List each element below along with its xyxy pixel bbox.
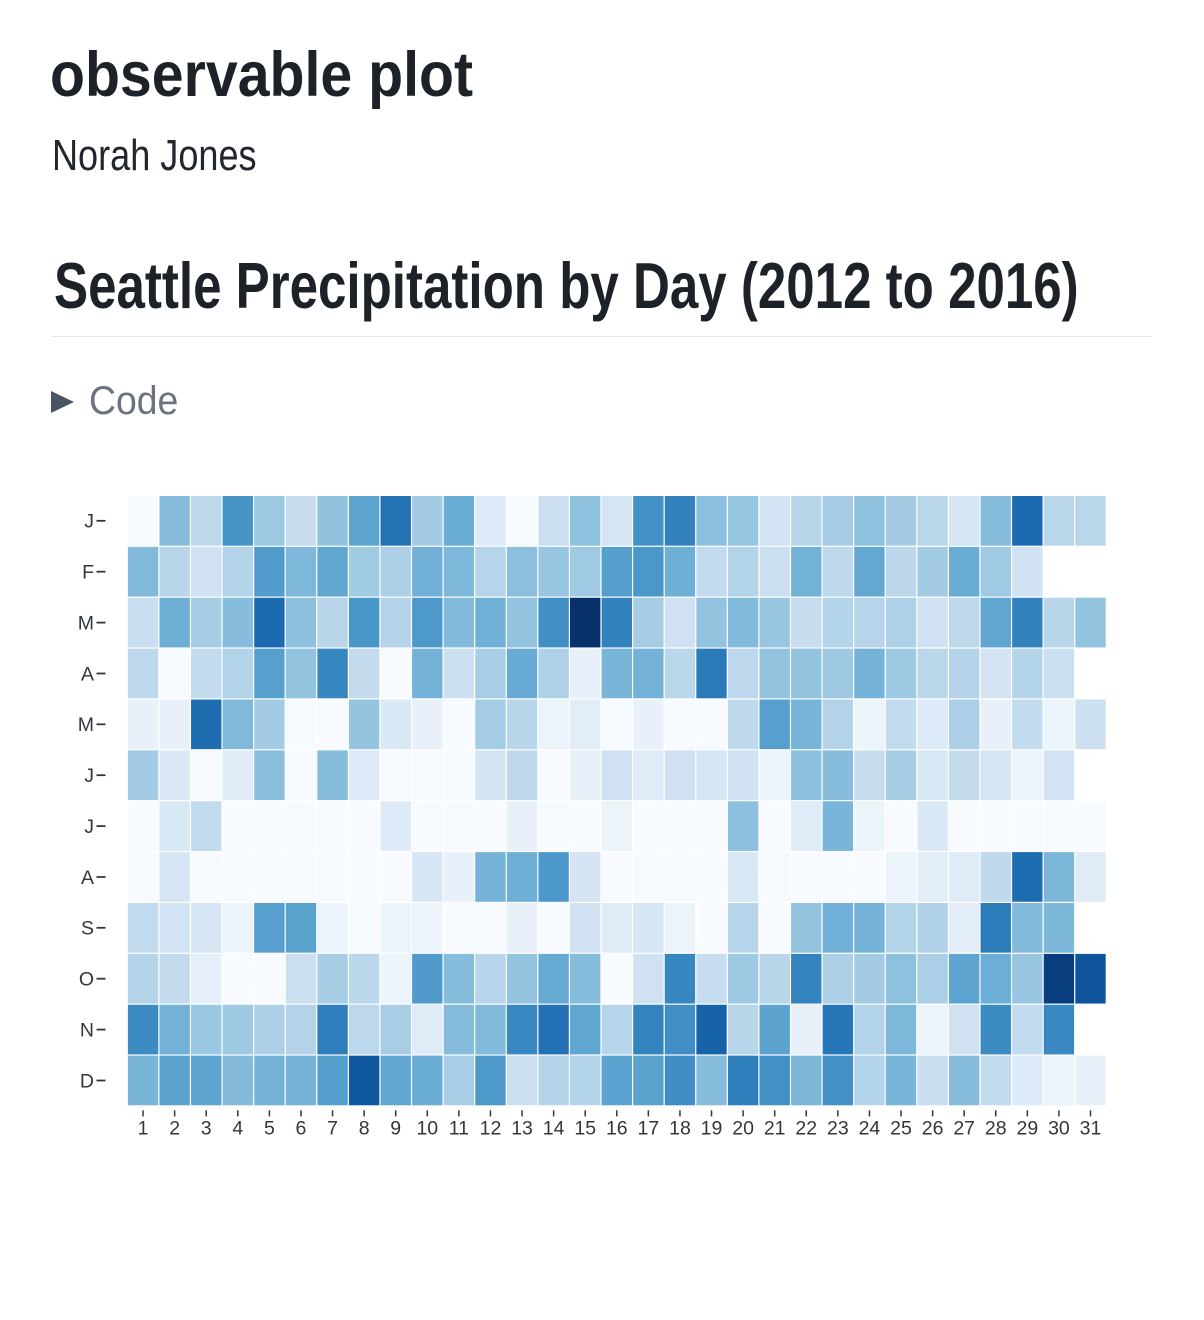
svg-text:9: 9 bbox=[390, 1118, 401, 1140]
svg-text:5: 5 bbox=[264, 1118, 275, 1140]
svg-text:F: F bbox=[82, 562, 94, 584]
svg-text:M: M bbox=[78, 612, 94, 634]
svg-text:30: 30 bbox=[1048, 1118, 1070, 1140]
svg-text:J: J bbox=[84, 816, 94, 838]
svg-text:25: 25 bbox=[890, 1118, 912, 1140]
svg-text:14: 14 bbox=[543, 1118, 565, 1140]
svg-text:A: A bbox=[81, 663, 94, 685]
svg-text:31: 31 bbox=[1080, 1118, 1102, 1140]
svg-text:6: 6 bbox=[296, 1118, 307, 1140]
svg-text:15: 15 bbox=[574, 1118, 596, 1140]
svg-text:28: 28 bbox=[985, 1118, 1007, 1140]
svg-text:10: 10 bbox=[416, 1118, 438, 1140]
svg-text:24: 24 bbox=[859, 1118, 881, 1140]
svg-text:A: A bbox=[81, 867, 94, 889]
svg-text:D: D bbox=[80, 1070, 94, 1092]
svg-text:27: 27 bbox=[953, 1118, 975, 1140]
svg-text:N: N bbox=[80, 1019, 94, 1041]
svg-text:18: 18 bbox=[669, 1118, 691, 1140]
svg-text:19: 19 bbox=[701, 1118, 723, 1140]
svg-text:29: 29 bbox=[1016, 1118, 1038, 1140]
svg-text:O: O bbox=[79, 969, 94, 991]
svg-text:21: 21 bbox=[764, 1118, 786, 1140]
svg-text:1: 1 bbox=[138, 1118, 149, 1140]
svg-text:26: 26 bbox=[922, 1118, 944, 1140]
svg-text:8: 8 bbox=[359, 1118, 370, 1140]
svg-text:20: 20 bbox=[732, 1118, 754, 1140]
svg-text:4: 4 bbox=[232, 1118, 243, 1140]
svg-text:16: 16 bbox=[606, 1118, 628, 1140]
svg-text:J: J bbox=[84, 511, 94, 533]
svg-text:3: 3 bbox=[201, 1118, 212, 1140]
svg-text:S: S bbox=[81, 918, 94, 940]
svg-text:11: 11 bbox=[449, 1118, 469, 1140]
svg-text:13: 13 bbox=[511, 1118, 533, 1140]
svg-text:23: 23 bbox=[827, 1118, 849, 1140]
svg-text:17: 17 bbox=[638, 1118, 660, 1140]
svg-text:2: 2 bbox=[169, 1118, 180, 1140]
svg-text:22: 22 bbox=[795, 1118, 817, 1140]
svg-text:7: 7 bbox=[327, 1118, 338, 1140]
svg-text:12: 12 bbox=[480, 1118, 502, 1140]
svg-text:J: J bbox=[84, 765, 94, 787]
svg-text:M: M bbox=[78, 714, 94, 736]
